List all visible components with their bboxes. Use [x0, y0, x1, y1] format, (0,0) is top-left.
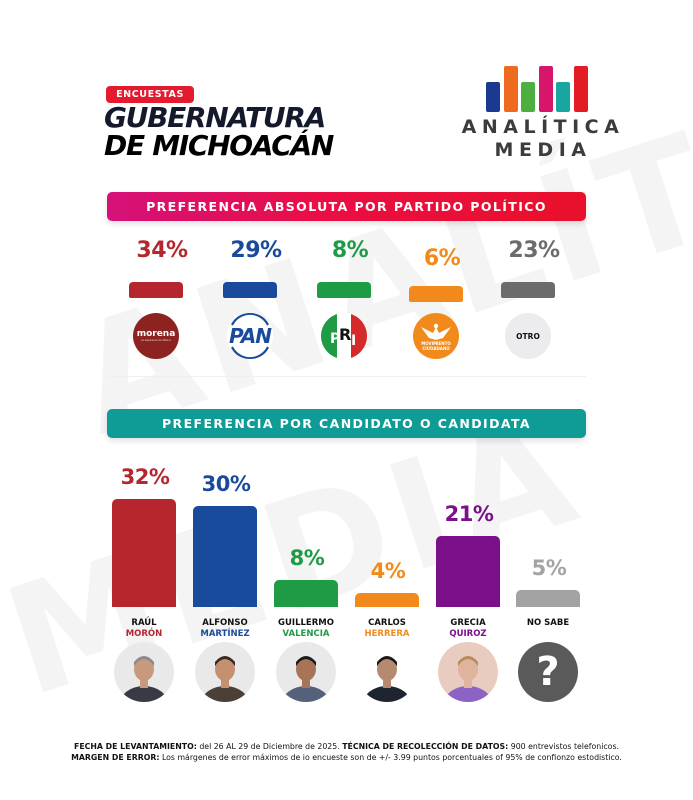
party-item-pri: 8% P R I: [310, 238, 390, 368]
candidate-first-name: GRECIA: [450, 618, 486, 628]
footer-line-1: FECHA DE LEVANTAMIENTO: del 26 AL 29 de …: [0, 741, 693, 752]
logo-bar: [538, 66, 553, 112]
candidate-first-name: CARLOS: [368, 618, 406, 628]
morena-logo-icon: morena La esperanza de México: [133, 313, 179, 359]
section-divider: [107, 376, 586, 377]
party-percentage: 29%: [230, 238, 282, 263]
candidate-photo-guillermo-valencia: [276, 642, 336, 702]
party-bar: [501, 282, 555, 298]
footer-label: FECHA DE LEVANTAMIENTO:: [74, 742, 197, 751]
party-percentage: 34%: [136, 238, 188, 263]
section-banner-candidates: PREFERENCIA POR CANDIDATO O CANDIDATA: [107, 409, 586, 438]
candidate-name: GUILLERMO VALENCIA: [263, 618, 349, 640]
party-percentage: 8%: [331, 238, 369, 263]
candidate-percentage: 32%: [120, 465, 170, 489]
candidate-name: ALFONSO MARTÍNEZ: [182, 618, 268, 640]
candidate-first-name: NO SABE: [526, 618, 570, 628]
candidate-percentage: 8%: [289, 546, 325, 570]
logo-label: morena: [136, 328, 176, 339]
person-silhouette-icon: [201, 656, 249, 702]
candidate-first-name: GUILLERMO: [278, 618, 334, 628]
title-line-2: DE MICHOACÁN: [104, 129, 334, 162]
logo-bar: [486, 82, 500, 112]
party-bar: [317, 282, 371, 298]
candidate-name: GRECIA QUIROZ: [425, 618, 511, 640]
candidate-last-name: QUIROZ: [449, 629, 487, 639]
logo-text-line-2: MEDIA: [494, 139, 592, 161]
pri-logo-icon: P R I: [321, 313, 367, 359]
logo-label: PAN: [228, 324, 272, 348]
party-item-movimiento-ciudadano: 6% MOVIMIENTO CIUDADANO: [402, 238, 482, 368]
question-mark-icon: ?: [518, 642, 578, 702]
footer-line-2: MARGEN DE ERROR: Los márgenes de error m…: [0, 752, 693, 763]
footer-text: del 26 AL 29 de Diciembre de 2025.: [196, 742, 343, 751]
footer-text: Los márgenes de error máximos de io encu…: [159, 753, 622, 762]
party-percentage: 6%: [423, 246, 461, 271]
candidate-bar: [112, 499, 176, 607]
party-item-otro: 23% OTRO: [494, 238, 574, 368]
page-title: GUBERNATURA DE MICHOACÁN: [104, 101, 334, 162]
candidate-bar: [516, 590, 580, 607]
candidate-name: NO SABE: [505, 618, 591, 629]
logo-bar: [573, 66, 588, 112]
party-bar: [223, 282, 277, 298]
svg-text:R: R: [339, 325, 351, 344]
person-silhouette-icon: [363, 656, 411, 702]
svg-text:I: I: [351, 333, 356, 349]
candidate-photo-alfonso-martinez: [195, 642, 255, 702]
candidate-first-name: ALFONSO: [202, 618, 248, 628]
candidate-last-name: HERRERA: [364, 629, 410, 639]
otro-logo-icon: OTRO: [505, 313, 551, 359]
candidate-bar: [274, 580, 338, 607]
brand-logo: ANALÍTICA MEDIA: [458, 60, 628, 170]
candidate-bar: [436, 536, 500, 607]
candidate-photo-carlos-herrera: [357, 642, 417, 702]
movimiento-ciudadano-logo-icon: MOVIMIENTO CIUDADANO: [413, 313, 459, 359]
candidate-percentage: 5%: [531, 556, 567, 580]
logo-bars-icon: [486, 62, 588, 112]
candidate-bar: [355, 593, 419, 607]
title-line-1: GUBERNATURA: [104, 101, 326, 134]
candidate-percentage: 21%: [444, 502, 494, 526]
logo-label: MOVIMIENTO CIUDADANO: [421, 341, 451, 351]
candidate-photo-grecia-quiroz: [438, 642, 498, 702]
candidate-first-name: RAÚL: [131, 618, 157, 628]
party-item-pan: 29% PAN: [216, 238, 296, 368]
logo-bar: [521, 82, 535, 112]
candidate-bar: [193, 506, 257, 607]
footer-label: TÉCNICA DE RECOLECCIÓN DE DATOS:: [342, 742, 509, 751]
candidate-last-name: VALENCIA: [282, 629, 330, 639]
logo-bar: [503, 66, 518, 112]
footer-label: MARGEN DE ERROR:: [71, 753, 160, 762]
methodology-footer: FECHA DE LEVANTAMIENTO: del 26 AL 29 de …: [0, 741, 693, 763]
party-bar: [129, 282, 183, 298]
person-silhouette-icon: [120, 656, 168, 702]
candidate-percentage: 30%: [201, 472, 251, 496]
person-silhouette-icon: [282, 656, 330, 702]
candidate-photo-raul-moron: [114, 642, 174, 702]
person-silhouette-icon: [444, 656, 492, 702]
candidate-percentage: 4%: [370, 559, 406, 583]
logo-text-line-1: ANALÍTICA: [461, 116, 625, 138]
candidate-name: CARLOS HERRERA: [344, 618, 430, 640]
candidate-name: RAÚL MORÓN: [101, 618, 187, 640]
section-banner-parties: PREFERENCIA ABSOLUTA POR PARTIDO POLÍTIC…: [107, 192, 586, 221]
svg-text:P: P: [330, 331, 340, 347]
pan-logo-icon: PAN: [227, 313, 273, 359]
logo-bar: [556, 82, 570, 112]
footer-text: 900 entrevistos telefonicos.: [508, 742, 619, 751]
candidate-last-name: MARTÍNEZ: [200, 629, 250, 639]
logo-subtext: La esperanza de México: [140, 338, 172, 342]
party-item-morena: 34% morena La esperanza de México: [122, 238, 202, 368]
logo-label: OTRO: [516, 331, 540, 341]
party-bar: [409, 286, 463, 302]
candidate-last-name: MORÓN: [125, 629, 163, 639]
category-badge: ENCUESTAS: [106, 86, 194, 103]
party-percentage: 23%: [508, 238, 560, 263]
